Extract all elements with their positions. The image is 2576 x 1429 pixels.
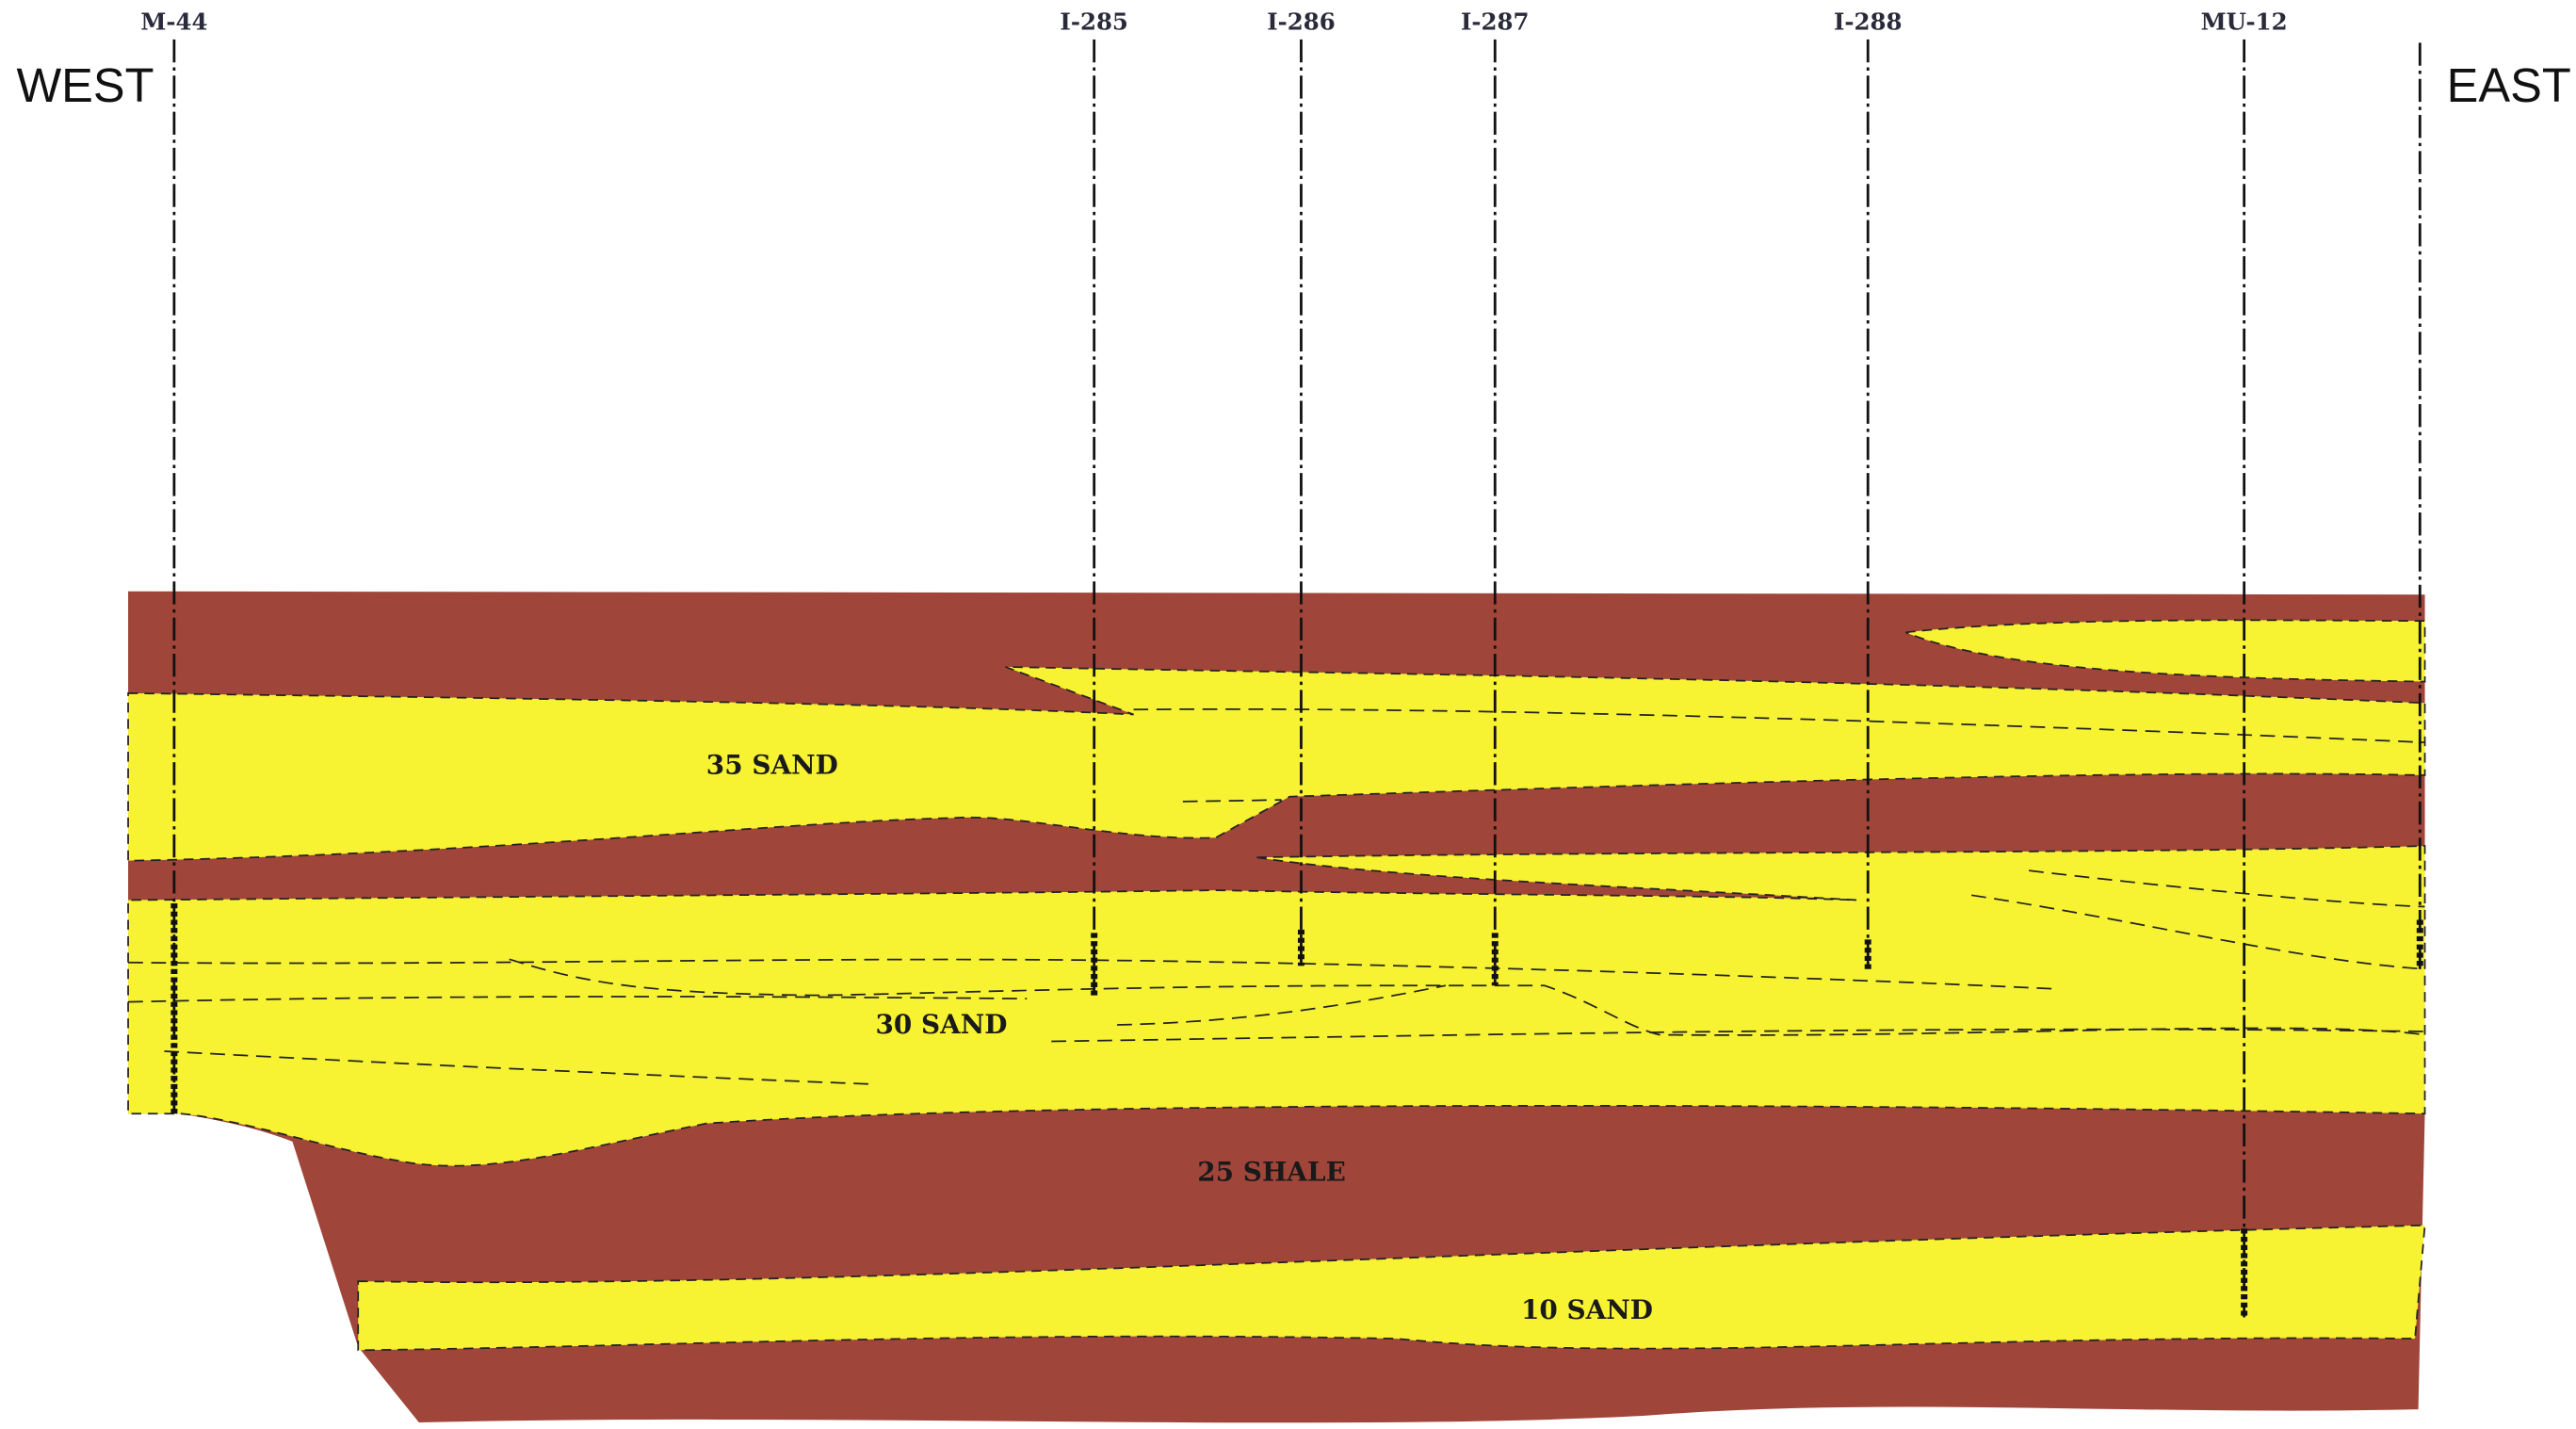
unit-label: 10 SAND <box>1521 1294 1653 1325</box>
well-name: MU-12 <box>2201 8 2288 35</box>
well-name: I-287 <box>1461 8 1530 35</box>
unit-label: 30 SAND <box>875 1009 1007 1040</box>
well-name: M-44 <box>140 8 207 35</box>
unit-label: 35 SAND <box>706 749 838 780</box>
west-label: WEST <box>16 58 154 112</box>
cross-section: WEST EAST M-44 I-285 I-286 I-287 I-288 M… <box>0 0 2576 1429</box>
well-name: I-286 <box>1267 8 1336 35</box>
east-label: EAST <box>2447 58 2571 112</box>
unit-label: 25 SHALE <box>1197 1157 1346 1188</box>
well-name: I-285 <box>1060 8 1128 35</box>
well-name: I-288 <box>1834 8 1903 35</box>
layers <box>128 592 2424 1423</box>
